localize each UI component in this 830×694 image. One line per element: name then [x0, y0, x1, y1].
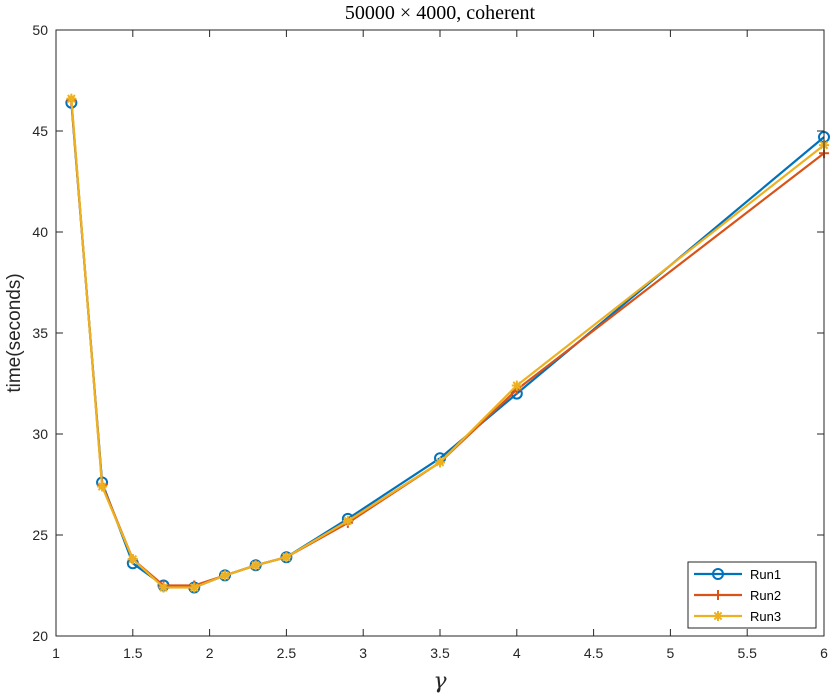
legend: Run1 Run2 Run3 [687, 561, 817, 629]
x-tick-label: 1 [52, 645, 60, 661]
x-tick-label: 1.5 [123, 645, 143, 661]
x-tick-label: 3.5 [430, 645, 450, 661]
x-tick-label: 2.5 [277, 645, 297, 661]
tick-layer: 1 1.5 2 2.5 3 3.5 4 4.5 5 5.5 6 20 25 30 35 40 45 50 [32, 22, 828, 661]
y-tick-label: 20 [32, 628, 48, 644]
x-tick-label: 3 [359, 645, 367, 661]
data-point-asterisk [342, 515, 353, 526]
y-tick-label: 25 [32, 527, 48, 543]
series-line-run3 [70, 98, 825, 589]
legend-label-run3: Run3 [750, 609, 781, 624]
y-tick-label: 40 [32, 224, 48, 240]
y-tick-label: 30 [32, 426, 48, 442]
x-tick-label: 4 [513, 645, 521, 661]
y-tick-label: 35 [32, 325, 48, 341]
legend-label-run1: Run1 [750, 567, 781, 582]
data-point-asterisk [158, 582, 169, 593]
legend-label-run2: Run2 [750, 588, 781, 603]
data-point-asterisk [511, 380, 522, 391]
data-point-plus [713, 590, 723, 600]
data-point-circle [712, 568, 724, 580]
plot-area-background [56, 30, 824, 636]
y-axis-title: time(seconds) [4, 273, 25, 392]
x-tick-label: 4.5 [584, 645, 604, 661]
data-point-asterisk [250, 560, 261, 571]
y-tick-label: 45 [32, 123, 48, 139]
series-layer [65, 93, 830, 594]
data-point-asterisk [189, 582, 200, 593]
y-tick-label: 50 [32, 22, 48, 38]
data-point-asterisk [66, 93, 77, 104]
data-point-asterisk [127, 554, 138, 565]
data-point-asterisk [97, 481, 108, 492]
x-axis-title: γ [433, 669, 447, 694]
data-point-asterisk [219, 570, 230, 581]
chart-title: 50000 × 4000, coherent [345, 2, 536, 24]
x-tick-label: 5 [667, 645, 675, 661]
x-tick-label: 5.5 [737, 645, 757, 661]
data-point-asterisk [713, 611, 723, 621]
data-point-asterisk [281, 552, 292, 563]
x-tick-label: 6 [820, 645, 828, 661]
x-tick-label: 2 [206, 645, 214, 661]
data-point-asterisk [435, 457, 445, 468]
